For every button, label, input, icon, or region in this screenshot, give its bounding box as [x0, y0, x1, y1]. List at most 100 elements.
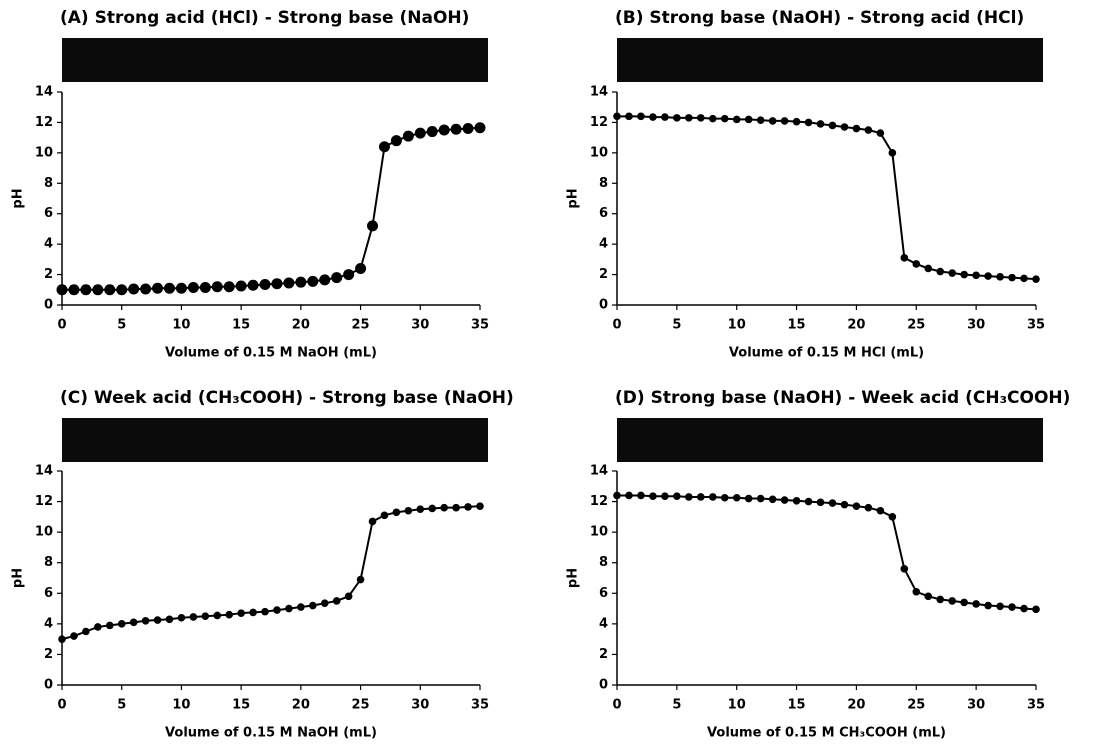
y-tick-label: 0 [44, 678, 53, 693]
curve [62, 126, 481, 291]
x-tick-label: 25 [352, 318, 370, 333]
data-point [476, 502, 484, 510]
data-point [972, 271, 980, 280]
data-point [320, 599, 329, 608]
data-point [649, 113, 657, 121]
data-point [392, 508, 401, 517]
data-point [804, 497, 813, 506]
y-tick-label: 2 [599, 267, 608, 282]
y-tick-label: 10 [590, 525, 608, 540]
data-point [271, 278, 283, 290]
data-point [888, 149, 897, 157]
data-point [92, 284, 104, 296]
data-point [307, 275, 319, 287]
y-tick-label: 8 [599, 555, 608, 570]
x-tick-label: 10 [728, 318, 746, 333]
data-point [70, 632, 78, 640]
x-axis-label: Volume of 0.15 M HCl (mL) [729, 346, 924, 361]
data-point [637, 491, 645, 500]
data-point [402, 130, 414, 142]
data-point [924, 592, 933, 601]
x-tick-label: 20 [847, 318, 865, 333]
data-point [768, 117, 777, 125]
data-point [756, 494, 765, 503]
data-point [58, 635, 66, 643]
data-point [331, 272, 343, 284]
y-tick-label: 8 [44, 176, 53, 191]
x-tick-label: 0 [57, 698, 66, 713]
data-point [756, 116, 765, 124]
data-point [438, 124, 450, 136]
data-point [661, 492, 669, 501]
data-point [163, 282, 175, 294]
data-point [852, 502, 861, 510]
data-point [404, 506, 413, 515]
x-tick-label: 5 [117, 318, 126, 333]
data-point [720, 493, 729, 502]
data-point [225, 610, 233, 619]
x-tick-label: 20 [292, 318, 310, 333]
y-tick-label: 4 [599, 237, 608, 252]
data-point [247, 279, 259, 291]
y-tick-label: 10 [35, 525, 53, 540]
x-tick-label: 10 [172, 318, 190, 333]
curve [61, 505, 481, 641]
data-point [732, 493, 741, 502]
x-tick-label: 30 [967, 318, 985, 333]
data-point [165, 615, 174, 624]
y-tick-label: 14 [590, 85, 608, 100]
y-axis-label: pH [566, 568, 581, 588]
data-point [213, 611, 222, 620]
data-point [816, 120, 825, 128]
data-point [153, 616, 162, 624]
x-axis-label: Volume of 0.15 M NaOH (mL) [165, 346, 377, 361]
data-point [140, 283, 152, 295]
data-point [637, 112, 645, 121]
data-point [708, 493, 717, 501]
data-point [378, 141, 390, 153]
data-point [367, 220, 379, 232]
x-tick-label: 35 [1027, 318, 1045, 333]
y-axis-label: pH [11, 568, 26, 588]
data-point [428, 504, 437, 513]
color-strip [617, 418, 1043, 462]
x-tick-label: 25 [352, 698, 370, 713]
y-tick-label: 4 [599, 616, 608, 631]
data-point [685, 493, 693, 501]
data-point [685, 114, 693, 122]
data-point [828, 499, 837, 507]
x-tick-label: 30 [967, 698, 985, 713]
data-point [625, 112, 633, 121]
data-point [996, 602, 1004, 611]
data-point [452, 503, 460, 512]
color-strip [62, 38, 488, 82]
y-tick-label: 6 [599, 586, 608, 601]
data-point [1008, 603, 1016, 611]
data-point [211, 281, 223, 293]
data-point [673, 492, 681, 501]
data-point [94, 623, 102, 631]
y-tick-label: 4 [44, 616, 53, 631]
x-tick-label: 30 [411, 318, 429, 333]
data-point [261, 607, 269, 616]
y-tick-label: 10 [35, 145, 53, 160]
y-tick-label: 12 [590, 115, 608, 130]
y-tick-label: 2 [44, 647, 53, 662]
data-point [356, 575, 365, 584]
data-point [201, 612, 210, 621]
x-tick-label: 20 [292, 698, 310, 713]
data-point [649, 492, 657, 501]
y-tick-label: 10 [590, 145, 608, 160]
y-tick-label: 2 [599, 647, 608, 662]
data-point [129, 618, 138, 627]
data-point [936, 267, 945, 276]
data-point [768, 495, 777, 504]
x-tick-label: 25 [907, 318, 925, 333]
y-tick-label: 8 [44, 555, 53, 570]
data-point [355, 262, 367, 274]
data-point [117, 620, 126, 628]
data-point [390, 135, 402, 147]
x-tick-label: 35 [1027, 698, 1045, 713]
curve [617, 494, 1037, 611]
data-point [223, 281, 235, 293]
